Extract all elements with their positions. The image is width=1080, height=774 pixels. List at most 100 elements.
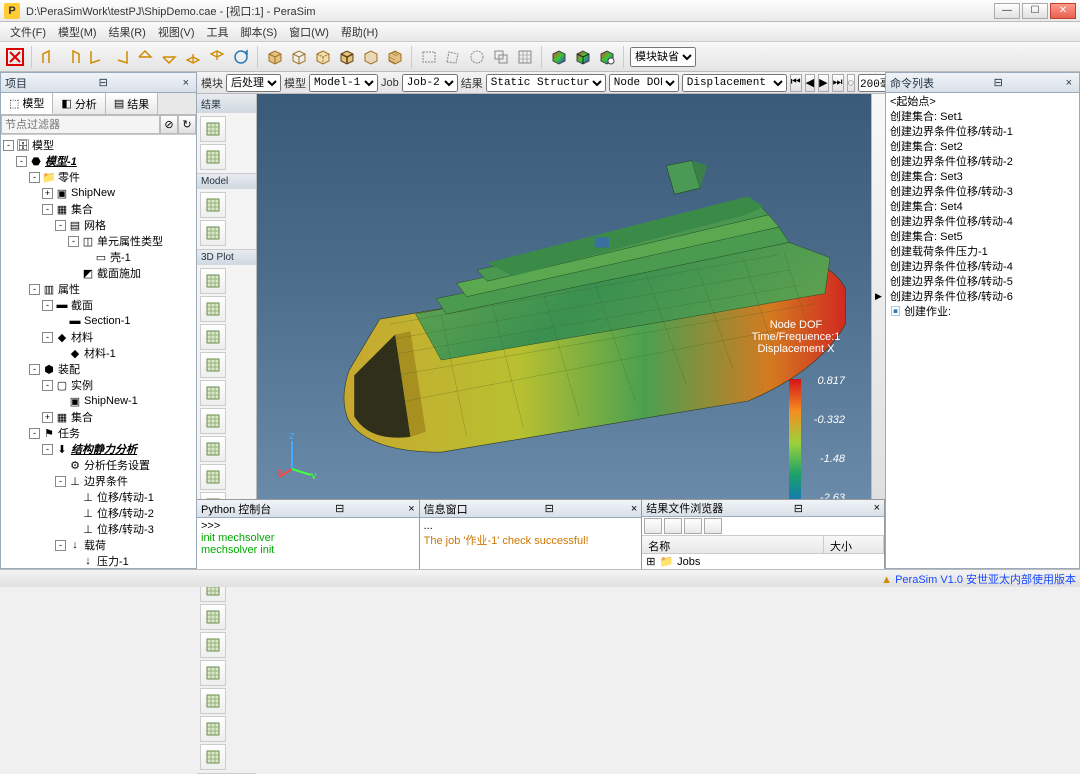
- tree-row[interactable]: +▦集合: [3, 409, 194, 425]
- shade-solid-icon[interactable]: [264, 46, 286, 68]
- toolbox-nodes-icon[interactable]: [200, 604, 226, 630]
- select-rect-icon[interactable]: [418, 46, 440, 68]
- close-button[interactable]: ✕: [1050, 3, 1076, 19]
- info-window-pin-icon[interactable]: ⊟: [545, 502, 554, 515]
- view-rotate-icon[interactable]: [230, 46, 252, 68]
- toolbox-brick2-icon[interactable]: [200, 220, 226, 246]
- tree-row[interactable]: -◫单元属性类型: [3, 233, 194, 249]
- module-select[interactable]: 后处理: [226, 74, 281, 92]
- view-front-icon[interactable]: [38, 46, 60, 68]
- tree-row[interactable]: ⊥位移/转动-2: [3, 505, 194, 521]
- command-item[interactable]: 创建边界条件位移/转动-3: [890, 185, 1075, 200]
- job-select[interactable]: Job-2: [402, 74, 458, 92]
- view-bottom-icon[interactable]: [158, 46, 180, 68]
- project-tab[interactable]: ▤结果: [106, 93, 158, 114]
- view-iso1-icon[interactable]: [182, 46, 204, 68]
- tree-row[interactable]: ⚙分析任务设置: [3, 457, 194, 473]
- command-item[interactable]: 创建边界条件位移/转动-6: [890, 290, 1075, 305]
- menu-item[interactable]: 文件(F): [4, 24, 52, 40]
- fb-fwd-icon[interactable]: [664, 518, 682, 534]
- select-add-icon[interactable]: [490, 46, 512, 68]
- command-list-pin-icon[interactable]: ⊟: [991, 76, 1006, 89]
- tree-row[interactable]: -🗄模型: [3, 137, 194, 153]
- tree-row[interactable]: -⬇结构静力分析: [3, 441, 194, 457]
- select-grid-icon[interactable]: [514, 46, 536, 68]
- tree-filter-clear-icon[interactable]: ⊘: [160, 115, 178, 134]
- command-item[interactable]: ▣ 创建作业:: [890, 305, 1075, 320]
- step-play-icon[interactable]: ▶: [818, 74, 828, 92]
- toolbox-section-header[interactable]: 结果: [197, 94, 256, 113]
- view-top-icon[interactable]: [134, 46, 156, 68]
- fb-back-icon[interactable]: [644, 518, 662, 534]
- tree-toggle-icon[interactable]: -: [68, 236, 79, 247]
- tree-row[interactable]: -↓载荷: [3, 537, 194, 553]
- fb-col-name[interactable]: 名称: [642, 536, 824, 553]
- tree-toggle-icon[interactable]: -: [42, 444, 53, 455]
- contour-cube2-icon[interactable]: [572, 46, 594, 68]
- model-select[interactable]: Model-1: [309, 74, 378, 92]
- red-x-icon[interactable]: [4, 46, 26, 68]
- toolbox-section-header[interactable]: 3D Plot: [197, 250, 256, 265]
- command-item[interactable]: 创建边界条件位移/转动-4: [890, 215, 1075, 230]
- tree-filter-go-icon[interactable]: ↻: [178, 115, 196, 134]
- view-iso2-icon[interactable]: [206, 46, 228, 68]
- tree-row[interactable]: ⊥位移/转动-3: [3, 521, 194, 537]
- contour-cube3-icon[interactable]: [596, 46, 618, 68]
- tree-toggle-icon[interactable]: -: [42, 204, 53, 215]
- fb-up-icon[interactable]: [684, 518, 702, 534]
- tree-row[interactable]: -⬢装配: [3, 361, 194, 377]
- toolbox-swap-icon[interactable]: [200, 660, 226, 686]
- shade-wire-icon[interactable]: [288, 46, 310, 68]
- tree-row[interactable]: ◩截面施加: [3, 265, 194, 281]
- module-defect-select[interactable]: 模块缺省: [630, 47, 696, 67]
- result-browser-close-icon[interactable]: ×: [874, 502, 880, 514]
- toolbox-brick1-icon[interactable]: [200, 192, 226, 218]
- command-item[interactable]: 创建集合: Set2: [890, 140, 1075, 155]
- command-item[interactable]: 创建集合: Set1: [890, 110, 1075, 125]
- tree-toggle-icon[interactable]: -: [55, 220, 66, 231]
- toolbox-cloud-icon[interactable]: [200, 268, 226, 294]
- python-console-close-icon[interactable]: ×: [408, 503, 414, 515]
- fb-refresh-icon[interactable]: [704, 518, 722, 534]
- tree-toggle-icon[interactable]: -: [55, 540, 66, 551]
- tree-toggle-icon[interactable]: +: [42, 188, 53, 199]
- menu-item[interactable]: 帮助(H): [335, 24, 384, 40]
- tree-toggle-icon[interactable]: -: [29, 172, 40, 183]
- command-list-close-icon[interactable]: ×: [1063, 77, 1075, 89]
- step-prev-icon[interactable]: ◀: [805, 74, 815, 92]
- shade-trans-icon[interactable]: [360, 46, 382, 68]
- result-type-select[interactable]: Static Structural: [486, 74, 606, 92]
- tree-toggle-icon[interactable]: -: [42, 380, 53, 391]
- toolbox-sphere-icon[interactable]: [200, 324, 226, 350]
- time-input[interactable]: [858, 74, 885, 92]
- shade-mesh-icon[interactable]: [384, 46, 406, 68]
- toolbox-tri-icon[interactable]: [200, 436, 226, 462]
- tree-row[interactable]: -⚑任务: [3, 425, 194, 441]
- view-left-icon[interactable]: [86, 46, 108, 68]
- tree-toggle-icon[interactable]: -: [42, 300, 53, 311]
- tree-toggle-icon[interactable]: -: [3, 140, 14, 151]
- contour-cube1-icon[interactable]: [548, 46, 570, 68]
- tree-row[interactable]: -⬣模型-1: [3, 153, 194, 169]
- shade-hidden-icon[interactable]: [312, 46, 334, 68]
- tree-toggle-icon[interactable]: -: [42, 332, 53, 343]
- stopwatch-icon[interactable]: ◌: [847, 74, 856, 92]
- menu-item[interactable]: 脚本(S): [235, 24, 284, 40]
- toolbox-section-header[interactable]: Model: [197, 174, 256, 189]
- project-tab[interactable]: ⬚模型: [1, 93, 53, 114]
- command-item[interactable]: <起始点>: [890, 95, 1075, 110]
- viewport-scroll-right[interactable]: ▶: [871, 94, 885, 499]
- tree-row[interactable]: -▥属性: [3, 281, 194, 297]
- minimize-button[interactable]: —: [994, 3, 1020, 19]
- step-first-icon[interactable]: ⏮: [790, 74, 802, 92]
- tree-row[interactable]: -▢实例: [3, 377, 194, 393]
- fb-col-size[interactable]: 大小: [824, 536, 884, 553]
- tree-filter-input[interactable]: [1, 115, 160, 134]
- tree-row[interactable]: -▤网格: [3, 217, 194, 233]
- menu-item[interactable]: 工具: [201, 24, 235, 40]
- toolbox-gear2-icon[interactable]: [200, 380, 226, 406]
- tree-toggle-icon[interactable]: -: [29, 428, 40, 439]
- command-item[interactable]: 创建集合: Set4: [890, 200, 1075, 215]
- toolbox-cube-icon[interactable]: [200, 688, 226, 714]
- project-panel-close-icon[interactable]: ×: [180, 77, 192, 89]
